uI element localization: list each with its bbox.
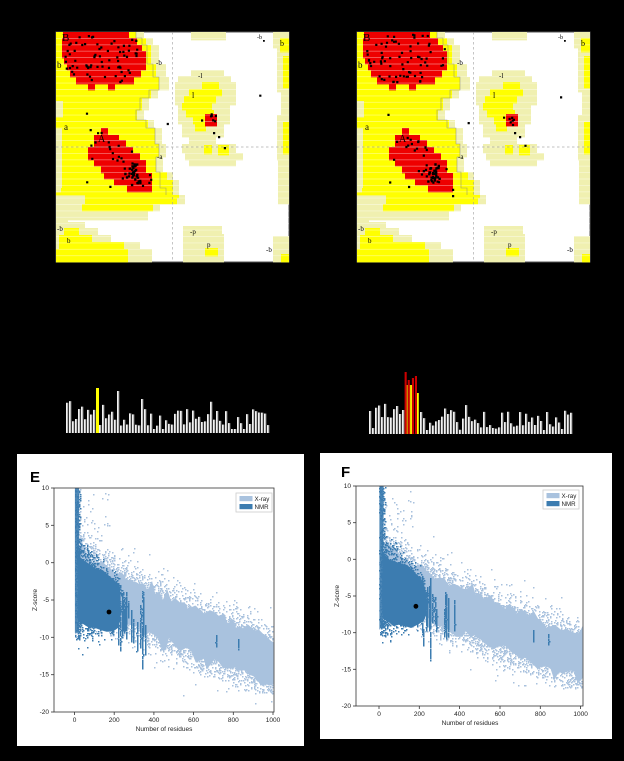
svg-text:400: 400 — [148, 717, 159, 724]
svg-text:-5: -5 — [43, 597, 49, 604]
svg-text:-b: -b — [358, 225, 364, 233]
svg-text:200: 200 — [109, 717, 120, 724]
svg-text:600: 600 — [188, 717, 199, 724]
svg-text:-b: -b — [156, 59, 162, 67]
svg-text:B: B — [363, 32, 370, 44]
svg-text:-p: -p — [491, 228, 497, 236]
svg-text:-b: -b — [57, 225, 63, 233]
svg-text:l: l — [192, 91, 195, 100]
svg-text:Z-score: Z-score — [32, 589, 39, 611]
svg-text:600: 600 — [495, 711, 506, 718]
svg-text:-10: -10 — [40, 634, 50, 641]
svg-text:-20: -20 — [40, 709, 50, 716]
svg-text:-l: -l — [499, 72, 503, 80]
svg-text:A: A — [98, 134, 106, 145]
svg-text:b: b — [581, 39, 585, 48]
svg-text:10: 10 — [344, 483, 352, 490]
svg-text:p: p — [508, 241, 512, 249]
svg-text:B: B — [62, 32, 69, 44]
svg-text:b: b — [67, 237, 71, 245]
svg-text:-b: -b — [266, 246, 272, 254]
svg-text:-5: -5 — [345, 593, 351, 600]
svg-text:a: a — [64, 122, 68, 132]
svg-text:1000: 1000 — [266, 717, 281, 724]
svg-text:800: 800 — [535, 711, 546, 718]
svg-text:-p: -p — [190, 228, 196, 236]
svg-text:0: 0 — [73, 717, 77, 724]
svg-text:Number of residues: Number of residues — [442, 720, 499, 727]
svg-text:Number of residues: Number of residues — [136, 726, 193, 733]
svg-text:5: 5 — [347, 520, 351, 527]
svg-text:b: b — [280, 39, 284, 48]
svg-text:A: A — [399, 134, 407, 145]
svg-text:5: 5 — [45, 522, 49, 529]
svg-text:-20: -20 — [342, 703, 352, 710]
svg-text:800: 800 — [228, 717, 239, 724]
svg-text:b: b — [57, 60, 62, 70]
svg-text:-b: -b — [558, 35, 563, 41]
svg-text:X-ray: X-ray — [255, 496, 271, 503]
svg-text:l: l — [493, 91, 496, 100]
svg-text:-b: -b — [257, 35, 262, 41]
svg-text:b: b — [358, 60, 363, 70]
svg-text:NMR: NMR — [562, 501, 577, 508]
svg-text:-b: -b — [457, 59, 463, 67]
svg-text:-a: -a — [458, 153, 464, 161]
svg-text:0: 0 — [377, 711, 381, 718]
svg-text:-l: -l — [198, 72, 202, 80]
svg-text:Z-score: Z-score — [334, 585, 341, 607]
svg-text:-15: -15 — [40, 672, 50, 679]
svg-text:a: a — [365, 122, 369, 132]
svg-text:F: F — [341, 464, 350, 481]
svg-text:-b: -b — [567, 246, 573, 254]
svg-text:200: 200 — [414, 711, 425, 718]
svg-text:0: 0 — [347, 556, 351, 563]
svg-text:E: E — [30, 469, 40, 486]
svg-text:-15: -15 — [342, 666, 352, 673]
svg-text:10: 10 — [42, 485, 50, 492]
svg-text:0: 0 — [45, 560, 49, 567]
svg-text:-a: -a — [157, 153, 163, 161]
svg-text:1000: 1000 — [573, 711, 588, 718]
svg-text:b: b — [368, 237, 372, 245]
svg-text:NMR: NMR — [255, 504, 270, 511]
svg-text:400: 400 — [454, 711, 465, 718]
svg-text:-10: -10 — [342, 630, 352, 637]
svg-text:p: p — [207, 241, 211, 249]
svg-text:X-ray: X-ray — [562, 493, 578, 500]
